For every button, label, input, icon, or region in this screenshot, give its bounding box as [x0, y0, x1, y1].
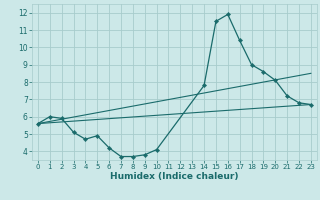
- X-axis label: Humidex (Indice chaleur): Humidex (Indice chaleur): [110, 172, 239, 181]
